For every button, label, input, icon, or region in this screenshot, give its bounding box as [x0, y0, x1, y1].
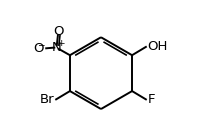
Text: −: − [38, 40, 45, 49]
Text: +: + [57, 39, 64, 48]
Text: N: N [52, 41, 62, 54]
Text: Br: Br [40, 93, 55, 106]
Text: O: O [33, 42, 44, 55]
Text: O: O [54, 25, 64, 38]
Text: F: F [147, 93, 155, 106]
Text: OH: OH [147, 40, 168, 53]
